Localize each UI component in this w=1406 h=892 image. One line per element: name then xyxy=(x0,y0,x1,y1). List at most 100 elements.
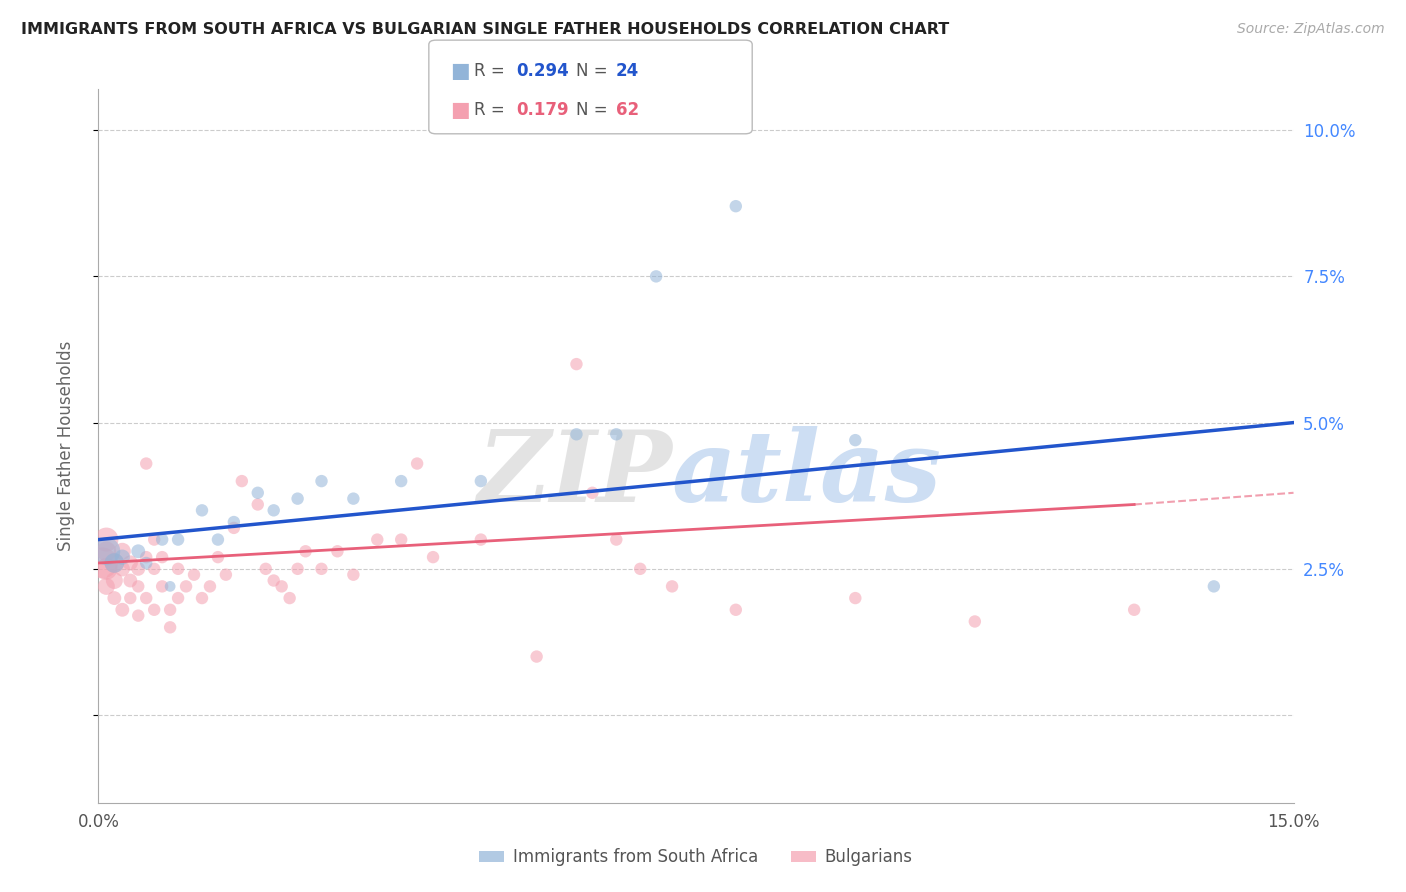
Text: atlas: atlas xyxy=(672,426,942,523)
Point xyxy=(311,562,333,576)
Point xyxy=(91,556,114,570)
Point xyxy=(844,591,866,605)
Point xyxy=(96,579,118,593)
Point xyxy=(111,550,134,565)
Point xyxy=(103,556,125,570)
Point xyxy=(167,562,190,576)
Point xyxy=(111,603,134,617)
Point xyxy=(167,591,190,605)
Point xyxy=(111,562,134,576)
Point xyxy=(581,485,603,500)
Point xyxy=(661,579,683,593)
Point xyxy=(135,591,157,605)
Point xyxy=(143,533,166,547)
Text: 0.179: 0.179 xyxy=(516,101,568,119)
Point xyxy=(263,574,285,588)
Point xyxy=(470,474,492,488)
Point xyxy=(120,574,142,588)
Point xyxy=(191,591,214,605)
Point xyxy=(150,579,173,593)
Point xyxy=(605,533,627,547)
Point xyxy=(326,544,349,558)
Point xyxy=(120,591,142,605)
Point xyxy=(150,550,173,565)
Point xyxy=(207,533,229,547)
Point xyxy=(183,567,205,582)
Text: ■: ■ xyxy=(450,62,470,81)
Point xyxy=(342,567,364,582)
Point xyxy=(111,544,134,558)
Point xyxy=(215,567,238,582)
Point xyxy=(135,556,157,570)
Point xyxy=(96,533,118,547)
Point xyxy=(231,474,253,488)
Point xyxy=(143,562,166,576)
Point xyxy=(470,533,492,547)
Point xyxy=(565,357,588,371)
Point xyxy=(565,427,588,442)
Point xyxy=(724,603,747,617)
Point xyxy=(135,457,157,471)
Point xyxy=(159,603,181,617)
Text: R =: R = xyxy=(474,62,510,80)
Text: 62: 62 xyxy=(616,101,638,119)
Point xyxy=(311,474,333,488)
Point xyxy=(96,544,118,558)
Text: ZIP: ZIP xyxy=(477,426,672,523)
Point xyxy=(963,615,986,629)
Point xyxy=(605,427,627,442)
Point xyxy=(246,498,269,512)
Point xyxy=(135,550,157,565)
Text: 24: 24 xyxy=(616,62,640,80)
Text: R =: R = xyxy=(474,101,510,119)
Point xyxy=(366,533,388,547)
Point xyxy=(263,503,285,517)
Point xyxy=(96,562,118,576)
Y-axis label: Single Father Households: Single Father Households xyxy=(56,341,75,551)
Point xyxy=(526,649,548,664)
Point xyxy=(198,579,221,593)
Point xyxy=(628,562,651,576)
Text: N =: N = xyxy=(576,62,613,80)
Point xyxy=(167,533,190,547)
Point xyxy=(103,574,125,588)
Point xyxy=(103,591,125,605)
Point xyxy=(143,603,166,617)
Point xyxy=(254,562,277,576)
Text: IMMIGRANTS FROM SOUTH AFRICA VS BULGARIAN SINGLE FATHER HOUSEHOLDS CORRELATION C: IMMIGRANTS FROM SOUTH AFRICA VS BULGARIA… xyxy=(21,22,949,37)
Point xyxy=(844,433,866,447)
Point xyxy=(287,562,309,576)
Point xyxy=(270,579,292,593)
Point xyxy=(96,544,118,558)
Point xyxy=(127,608,149,623)
Point xyxy=(1123,603,1146,617)
Point xyxy=(127,544,149,558)
Point xyxy=(389,474,412,488)
Point xyxy=(422,550,444,565)
Text: Source: ZipAtlas.com: Source: ZipAtlas.com xyxy=(1237,22,1385,37)
Point xyxy=(159,620,181,634)
Point xyxy=(191,503,214,517)
Legend: Immigrants from South Africa, Bulgarians: Immigrants from South Africa, Bulgarians xyxy=(472,842,920,873)
Point xyxy=(287,491,309,506)
Point xyxy=(120,556,142,570)
Text: N =: N = xyxy=(576,101,613,119)
Text: ■: ■ xyxy=(450,100,470,120)
Point xyxy=(159,579,181,593)
Point xyxy=(127,562,149,576)
Point xyxy=(645,269,668,284)
Point xyxy=(207,550,229,565)
Point xyxy=(150,533,173,547)
Text: 0.294: 0.294 xyxy=(516,62,569,80)
Point xyxy=(294,544,316,558)
Point xyxy=(342,491,364,506)
Point xyxy=(103,556,125,570)
Point xyxy=(1202,579,1225,593)
Point xyxy=(389,533,412,547)
Point xyxy=(222,515,245,529)
Point xyxy=(222,521,245,535)
Point xyxy=(278,591,301,605)
Point xyxy=(127,579,149,593)
Point xyxy=(724,199,747,213)
Point xyxy=(174,579,197,593)
